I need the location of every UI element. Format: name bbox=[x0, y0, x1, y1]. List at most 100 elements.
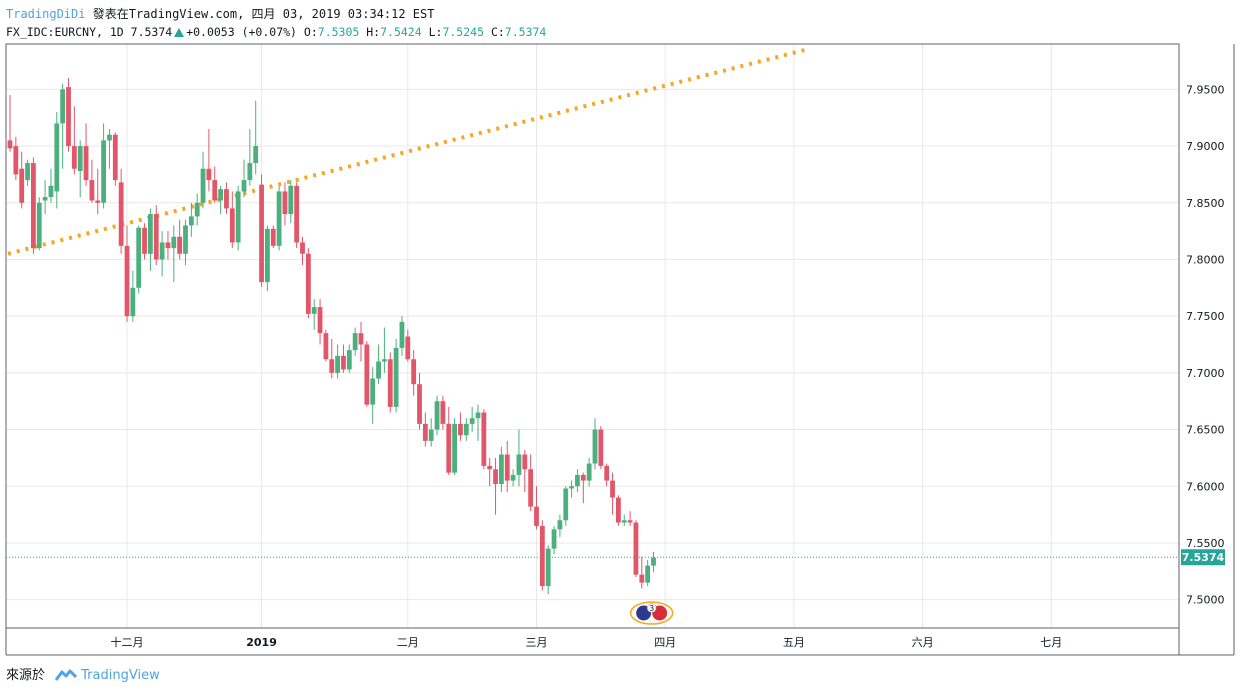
candle bbox=[352, 327, 358, 356]
candle bbox=[393, 338, 399, 413]
candle bbox=[136, 225, 142, 294]
candle-body bbox=[124, 245, 130, 317]
y-tick-label: 7.5500 bbox=[1186, 537, 1225, 550]
candle-body bbox=[305, 253, 311, 314]
candle-body bbox=[358, 333, 364, 345]
candle bbox=[551, 525, 557, 555]
candle-body bbox=[376, 361, 381, 379]
candle-body bbox=[370, 378, 376, 405]
x-tick-label: 十二月 bbox=[111, 635, 144, 649]
candle bbox=[329, 338, 335, 379]
source-label: 來源於 bbox=[6, 668, 46, 683]
candle-body bbox=[563, 488, 569, 521]
candle bbox=[616, 495, 621, 526]
candle bbox=[610, 472, 615, 515]
candle-body bbox=[95, 200, 101, 203]
candle-body bbox=[329, 359, 335, 373]
candle-body bbox=[487, 465, 493, 470]
candle-body bbox=[54, 123, 60, 192]
price-axis[interactable]: 7.5000 7.5500 7.6000 7.6500 7.7000 7.7500 7.80… bbox=[1181, 83, 1225, 607]
candle bbox=[516, 429, 522, 487]
candle bbox=[346, 344, 352, 373]
candle bbox=[528, 454, 534, 512]
candle-body bbox=[142, 227, 147, 254]
candle-body bbox=[534, 506, 539, 526]
last-price-value: 7.5374 bbox=[1182, 551, 1225, 564]
candle bbox=[434, 395, 440, 436]
plot-border bbox=[5, 43, 1180, 629]
low-value: 7.5245 bbox=[442, 25, 484, 39]
candle-body bbox=[118, 182, 124, 246]
candle-body bbox=[311, 307, 317, 314]
candle-body bbox=[294, 185, 300, 243]
candle bbox=[446, 406, 452, 475]
candle-body bbox=[645, 565, 651, 583]
candle-body bbox=[393, 347, 399, 407]
author-name[interactable]: TradingDiDi bbox=[6, 7, 86, 21]
candle-body bbox=[651, 557, 656, 566]
candle-body bbox=[224, 189, 229, 209]
candle bbox=[148, 208, 153, 271]
candle bbox=[294, 182, 300, 249]
tradingview-brand[interactable]: TradingView bbox=[81, 668, 160, 683]
candle-body bbox=[446, 423, 452, 473]
candle-body bbox=[580, 474, 586, 481]
candle-body bbox=[539, 525, 545, 587]
candle-body bbox=[569, 486, 574, 489]
chart-grid bbox=[6, 44, 1179, 628]
candle bbox=[475, 404, 481, 441]
candle-body bbox=[323, 333, 329, 360]
candle bbox=[89, 159, 95, 203]
candle bbox=[130, 270, 136, 322]
candle bbox=[31, 157, 36, 254]
candle-body bbox=[575, 474, 580, 487]
x-tick-label: 2019 bbox=[246, 636, 277, 649]
candle-body bbox=[458, 423, 463, 436]
y-tick-label: 7.9000 bbox=[1186, 140, 1225, 153]
candle-body bbox=[382, 359, 387, 362]
candle bbox=[241, 159, 247, 198]
candle bbox=[487, 457, 493, 487]
candle-body bbox=[510, 474, 516, 481]
candle bbox=[206, 129, 212, 192]
candle-body bbox=[206, 168, 212, 181]
candle-body bbox=[229, 208, 235, 243]
candle-body bbox=[545, 548, 551, 587]
candle-body bbox=[107, 134, 112, 141]
symbol-label[interactable]: FX_IDC:EURCNY, 1D bbox=[6, 25, 124, 39]
earnings-marker-icon[interactable]: 3 bbox=[629, 601, 674, 625]
candle bbox=[247, 129, 253, 186]
candle-body bbox=[387, 359, 393, 407]
candle-body bbox=[282, 191, 288, 215]
candle-body bbox=[171, 236, 177, 249]
candle-body bbox=[194, 202, 200, 217]
time-axis[interactable]: 十二月 2019 二月 三月 四月 五月 六月 七月 bbox=[111, 635, 1063, 649]
candle-body bbox=[610, 480, 615, 498]
candle-body bbox=[101, 140, 106, 203]
trendline[interactable] bbox=[7, 47, 807, 256]
x-tick-label: 四月 bbox=[654, 636, 676, 649]
candle bbox=[522, 449, 528, 492]
y-tick-label: 7.5000 bbox=[1186, 594, 1225, 607]
candle-body bbox=[165, 242, 171, 249]
candle bbox=[259, 174, 264, 287]
candle bbox=[563, 486, 569, 526]
candle bbox=[452, 418, 457, 475]
up-triangle-icon bbox=[174, 28, 185, 37]
last-price: 7.5374 bbox=[130, 25, 173, 39]
candle bbox=[557, 514, 563, 538]
candle-body bbox=[112, 134, 118, 181]
price-change: +0.0053 (+0.07%) bbox=[186, 25, 297, 39]
candle bbox=[253, 100, 259, 175]
candle bbox=[586, 457, 592, 487]
candle-body bbox=[247, 163, 253, 181]
candle bbox=[177, 219, 183, 260]
y-tick-label: 7.7500 bbox=[1186, 310, 1225, 323]
candle-body bbox=[528, 469, 534, 507]
candle-body bbox=[604, 465, 610, 481]
candle bbox=[645, 559, 651, 587]
candle-body bbox=[504, 454, 510, 481]
candle-body bbox=[60, 89, 66, 124]
candle-body bbox=[422, 423, 428, 441]
